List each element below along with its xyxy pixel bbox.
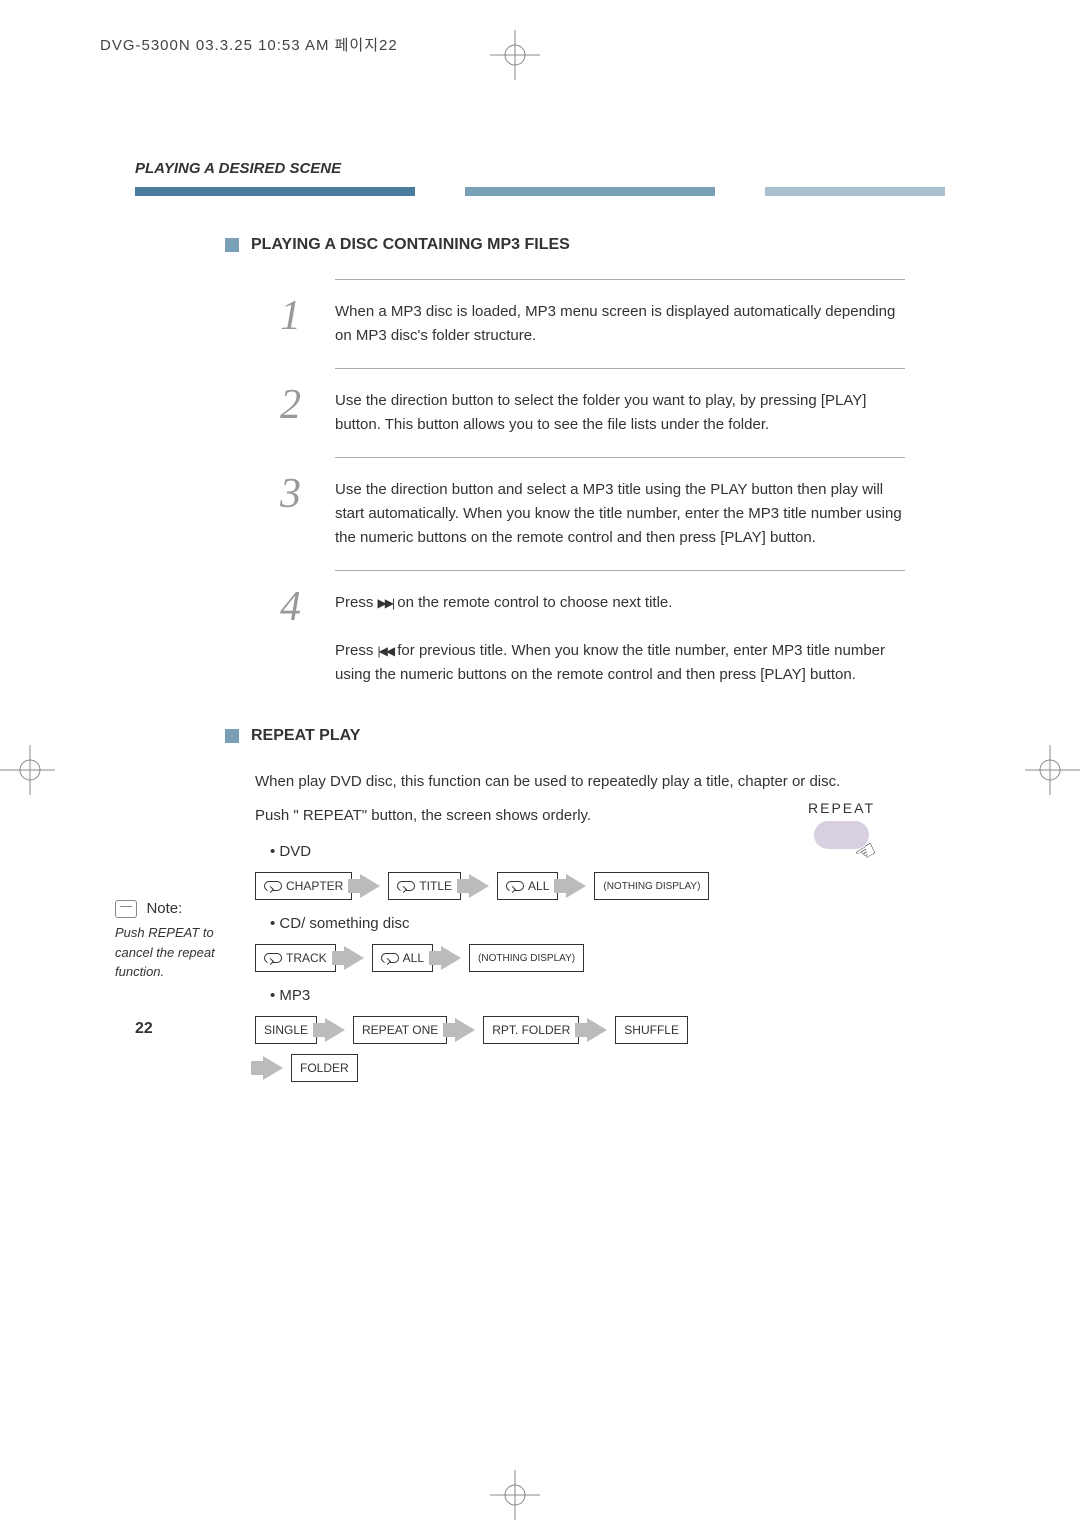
flow-box-text: REPEAT ONE [362, 1023, 438, 1037]
step-1: 1 When a MP3 disc is loaded, MP3 menu sc… [280, 300, 945, 348]
loop-icon [264, 881, 282, 891]
flow-box-text: CHAPTER [286, 879, 343, 893]
flow-box: ALL [497, 872, 558, 900]
repeat-intro-text: When play DVD disc, this function can be… [255, 770, 905, 794]
flow-row: SINGLE REPEAT ONE RPT. FOLDER SHUFFLE [255, 1016, 945, 1044]
flow-box-text: SHUFFLE [624, 1023, 679, 1037]
text: Press [335, 594, 378, 611]
loop-icon [506, 881, 524, 891]
arrow-icon [360, 874, 380, 898]
flow-box: RPT. FOLDER [483, 1016, 579, 1044]
flow-box-text: TITLE [419, 879, 452, 893]
flow-box: FOLDER [291, 1054, 358, 1082]
step-num: 2 [280, 384, 335, 426]
note-icon [115, 900, 137, 918]
page-number: 22 [135, 1020, 153, 1038]
flow-row: CHAPTER TITLE ALL (NOTHING DISPLAY) [255, 872, 945, 900]
step-num: 3 [280, 473, 335, 515]
step-text: When a MP3 disc is loaded, MP3 menu scre… [335, 300, 945, 348]
flow-row: TRACK ALL (NOTHING DISPLAY) [255, 944, 945, 972]
text: Press [335, 642, 373, 659]
step-text: Use the direction button and select a MP… [335, 478, 945, 550]
reg-mark-top [490, 30, 540, 80]
main-content: PLAYING A DESIRED SCENE PLAYING A DISC C… [135, 160, 945, 1092]
reg-mark-left [0, 745, 55, 795]
skip-forward-icon [378, 591, 394, 615]
reg-mark-right [1025, 745, 1080, 795]
arrow-icon [325, 1018, 345, 1042]
arrow-icon [344, 946, 364, 970]
skip-back-icon [378, 639, 394, 663]
flow-box: SINGLE [255, 1016, 317, 1044]
flow-groups: • DVDCHAPTERTITLEALL(NOTHING DISPLAY)• C… [135, 843, 945, 1082]
flow-box: REPEAT ONE [353, 1016, 447, 1044]
arrow-icon [441, 946, 461, 970]
flow-box-text: ALL [403, 951, 424, 965]
flow-row: FOLDER [255, 1054, 945, 1082]
repeat-button-icon: ☜ [814, 821, 869, 849]
step-4: 4 Press on the remote control to choose … [280, 591, 945, 687]
flow-box: CHAPTER [255, 872, 352, 900]
flow-box-text: RPT. FOLDER [492, 1023, 570, 1037]
note-title: Note: [146, 900, 182, 917]
step-num: 1 [280, 295, 335, 337]
arrow-icon [566, 874, 586, 898]
divider [335, 279, 905, 280]
repeat-label: REPEAT [808, 800, 875, 816]
arrow-icon [455, 1018, 475, 1042]
flow-box-text: SINGLE [264, 1023, 308, 1037]
repeat-section: REPEAT PLAY When play DVD disc, this fun… [135, 727, 945, 1082]
repeat-button-graphic: REPEAT ☜ [808, 800, 875, 849]
loop-icon [264, 953, 282, 963]
group-label: • CD/ something disc [270, 915, 945, 932]
heading-mp3: PLAYING A DISC CONTAINING MP3 FILES [225, 236, 945, 254]
flow-box: (NOTHING DISPLAY) [469, 944, 584, 972]
flow-box-text: (NOTHING DISPLAY) [603, 881, 700, 892]
step-text: Press on the remote control to choose ne… [335, 591, 945, 687]
divider-bar [135, 187, 945, 196]
note-text: Push REPEAT to cancel the repeat functio… [115, 923, 250, 982]
step-2: 2 Use the direction button to select the… [280, 389, 945, 437]
flow-box-text: ALL [528, 879, 549, 893]
loop-icon [381, 953, 399, 963]
bullet-icon [225, 729, 239, 743]
reg-mark-bottom [490, 1470, 540, 1520]
flow-box-text: FOLDER [300, 1061, 349, 1075]
doc-header: DVG-5300N 03.3.25 10:53 AM 페이지22 [100, 34, 398, 55]
text: for previous title. When you know the ti… [335, 642, 885, 683]
heading-mp3-text: PLAYING A DISC CONTAINING MP3 FILES [251, 236, 570, 254]
group-label: • MP3 [270, 987, 945, 1004]
flow-box: TITLE [388, 872, 461, 900]
loop-icon [397, 881, 415, 891]
arrow-icon [469, 874, 489, 898]
flow-box: SHUFFLE [615, 1016, 688, 1044]
flow-box: (NOTHING DISPLAY) [594, 872, 709, 900]
divider [335, 368, 905, 369]
heading-repeat: REPEAT PLAY [225, 727, 945, 745]
text: on the remote control to choose next tit… [393, 594, 672, 611]
heading-repeat-text: REPEAT PLAY [251, 727, 360, 745]
arrow-icon [263, 1056, 283, 1080]
note-box: Note: Push REPEAT to cancel the repeat f… [115, 900, 250, 982]
flow-box: TRACK [255, 944, 336, 972]
flow-box: ALL [372, 944, 433, 972]
step-text: Use the direction button to select the f… [335, 389, 945, 437]
flow-box-text: TRACK [286, 951, 327, 965]
step-3: 3 Use the direction button and select a … [280, 478, 945, 550]
divider [335, 570, 905, 571]
divider [335, 457, 905, 458]
arrow-icon [587, 1018, 607, 1042]
bullet-icon [225, 238, 239, 252]
step-num: 4 [280, 586, 335, 628]
section-title: PLAYING A DESIRED SCENE [135, 160, 945, 177]
flow-box-text: (NOTHING DISPLAY) [478, 953, 575, 964]
